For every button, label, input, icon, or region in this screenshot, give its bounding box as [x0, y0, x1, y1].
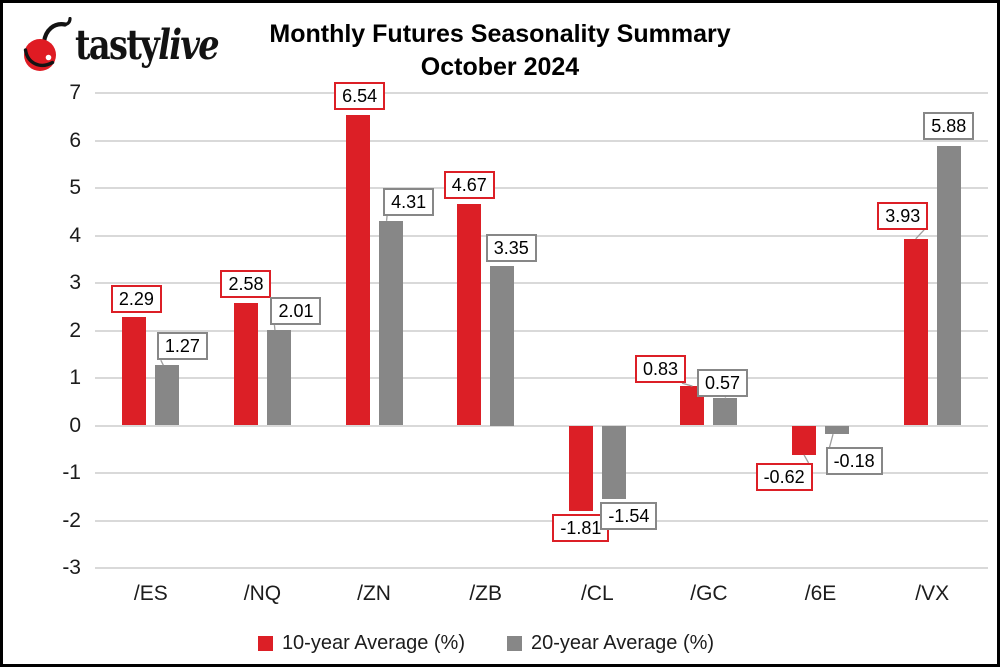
x-axis-label-vx: /VX	[915, 582, 950, 605]
y-tick-label-5: 5	[69, 176, 81, 199]
value-label-gc-20yr: 0.57	[696, 369, 748, 398]
value-label-zn-20yr: 4.31	[383, 187, 435, 216]
x-axis-label-zb: /ZB	[469, 582, 503, 605]
y-tick-label--3: -3	[62, 556, 81, 579]
x-axis-label-cl: /CL	[580, 582, 614, 605]
legend: 10-year Average (%) 20-year Average (%)	[3, 632, 983, 655]
bar-zb-20yr	[490, 266, 515, 426]
logo-text-tasty: tasty	[75, 20, 160, 69]
gridline-y-2	[95, 519, 988, 522]
y-tick-label-6: 6	[69, 128, 81, 152]
value-label-6e-10yr: -0.62	[755, 462, 813, 491]
tastylive-logo: tastylive	[19, 17, 249, 73]
value-label-nq-20yr: 2.01	[270, 297, 322, 326]
bar-cl-20yr	[601, 425, 626, 499]
gridline-y4	[95, 234, 988, 237]
x-axis-label-nq: /NQ	[243, 582, 282, 605]
bar-zn-20yr	[378, 220, 403, 426]
gridline-y1	[95, 377, 988, 379]
y-tick-label--1: -1	[62, 461, 81, 484]
legend-swatch-10yr-icon	[257, 636, 273, 651]
bar-nq-10yr	[233, 302, 258, 426]
legend-item-20yr: 20-year Average (%)	[507, 632, 714, 655]
bar-nq-20yr	[266, 330, 291, 426]
chart-title-block: Monthly Futures Seasonality Summary Octo…	[3, 18, 997, 84]
y-tick-label-2: 2	[69, 318, 81, 342]
logo-wordmark: tastylive	[75, 24, 220, 66]
gridline-y2	[95, 329, 988, 332]
value-label-zb-10yr: 4.67	[443, 170, 495, 199]
bar-zb-10yr	[457, 203, 482, 426]
legend-swatch-20yr-icon	[507, 636, 522, 651]
bar-es-10yr	[122, 316, 147, 426]
value-label-nq-10yr: 2.58	[220, 269, 272, 298]
legend-label-20yr: 20-year Average (%)	[531, 632, 715, 654]
x-axis-label-es: /ES	[133, 582, 168, 605]
leader-line	[828, 433, 834, 448]
bar-cl-10yr	[568, 425, 593, 512]
value-label-es-10yr: 2.29	[110, 284, 162, 313]
bar-6e-10yr	[792, 425, 817, 455]
y-tick-label-1: 1	[69, 366, 81, 389]
chart-subtitle: October 2024	[420, 53, 580, 81]
bar-6e-20yr	[825, 425, 850, 435]
y-tick-label-3: 3	[69, 271, 81, 294]
gridline-y3	[95, 282, 988, 284]
cherry-icon	[23, 17, 72, 71]
x-axis-label-zn: /ZN	[357, 582, 391, 605]
value-label-es-20yr: 1.27	[156, 332, 208, 361]
logo-text-live: live	[158, 20, 220, 69]
bar-vx-20yr	[936, 146, 961, 426]
y-tick-label-4: 4	[69, 223, 81, 247]
chart-title: Monthly Futures Seasonality Summary	[269, 20, 731, 48]
value-label-zn-10yr: 6.54	[334, 81, 386, 110]
gridline-y-1	[95, 472, 988, 474]
bar-zn-10yr	[345, 114, 370, 426]
leader-line	[803, 454, 810, 464]
x-axis-label-6e: /6E	[804, 582, 837, 605]
value-label-vx-20yr: 5.88	[923, 112, 975, 141]
legend-label-10yr: 10-year Average (%)	[281, 632, 465, 654]
bar-es-20yr	[155, 365, 180, 426]
gridline-y-3	[95, 567, 988, 569]
value-label-6e-20yr: -0.18	[825, 447, 883, 476]
value-label-cl-10yr: -1.81	[552, 514, 610, 543]
value-label-cl-20yr: -1.54	[600, 501, 658, 530]
x-axis-label-gc: /GC	[690, 582, 728, 605]
gridline-y7	[95, 92, 988, 94]
gridline-y0	[95, 424, 988, 427]
gridline-y6	[95, 139, 988, 142]
gridline-y5	[95, 187, 988, 189]
value-label-zb-20yr: 3.35	[485, 234, 537, 263]
value-label-vx-10yr: 3.93	[877, 201, 929, 230]
y-tick-label-0: 0	[69, 413, 81, 437]
y-tick-label-7: 7	[69, 81, 81, 104]
value-label-gc-10yr: 0.83	[634, 355, 686, 384]
legend-item-10yr: 10-year Average (%)	[257, 632, 465, 655]
bar-vx-10yr	[903, 238, 928, 426]
bar-gc-20yr	[713, 398, 738, 426]
y-tick-label--2: -2	[62, 508, 81, 532]
